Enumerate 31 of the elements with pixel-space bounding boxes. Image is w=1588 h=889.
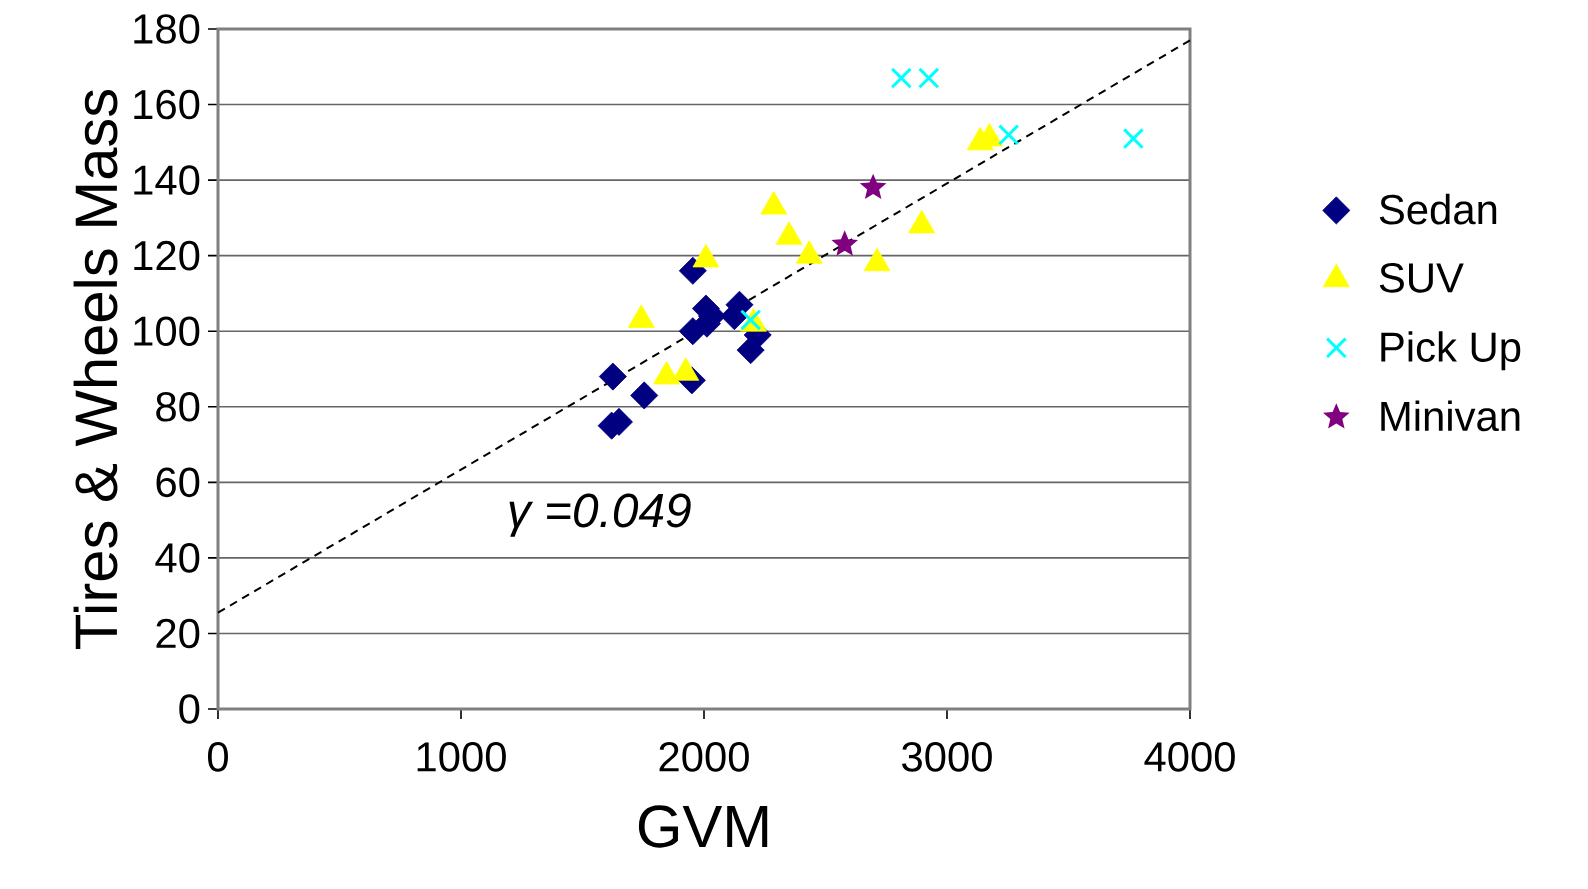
x-tick-label: 1000 bbox=[417, 742, 506, 772]
y-tick-label: 20 bbox=[156, 618, 200, 649]
y-tick-label: 120 bbox=[134, 240, 200, 271]
point bbox=[859, 173, 887, 199]
y-tick-label: 160 bbox=[134, 89, 200, 120]
x-tick-label: 2000 bbox=[659, 742, 749, 772]
point bbox=[630, 381, 659, 410]
y-axis-title: Tires & Wheels Mass bbox=[73, 90, 118, 649]
legend-label: Sedan bbox=[1379, 193, 1497, 225]
legend-label: Minivan bbox=[1381, 400, 1520, 432]
x-tick-label: 4000 bbox=[1144, 742, 1235, 772]
point bbox=[598, 362, 627, 391]
point bbox=[890, 67, 913, 89]
y-tick-label: 80 bbox=[156, 391, 200, 422]
point bbox=[831, 230, 859, 256]
annotation: γ =0.049 bbox=[509, 493, 691, 537]
y-tick-label: 140 bbox=[134, 165, 200, 195]
point bbox=[998, 124, 1020, 146]
legend-label: SUV bbox=[1379, 263, 1464, 293]
x-tick-label: 0 bbox=[207, 742, 228, 772]
y-tick-label: 100 bbox=[134, 316, 200, 347]
x-tick-label: 3000 bbox=[902, 742, 992, 772]
point bbox=[739, 309, 762, 331]
y-tick-label: 0 bbox=[179, 694, 200, 724]
point bbox=[1122, 127, 1145, 150]
y-tick-label: 180 bbox=[134, 14, 200, 44]
y-tick-label: 40 bbox=[155, 543, 200, 573]
y-tick-label: 60 bbox=[156, 467, 200, 498]
legend-label: Pick Up bbox=[1381, 331, 1521, 371]
x-axis-title: GVM bbox=[638, 805, 768, 848]
point bbox=[918, 67, 940, 89]
